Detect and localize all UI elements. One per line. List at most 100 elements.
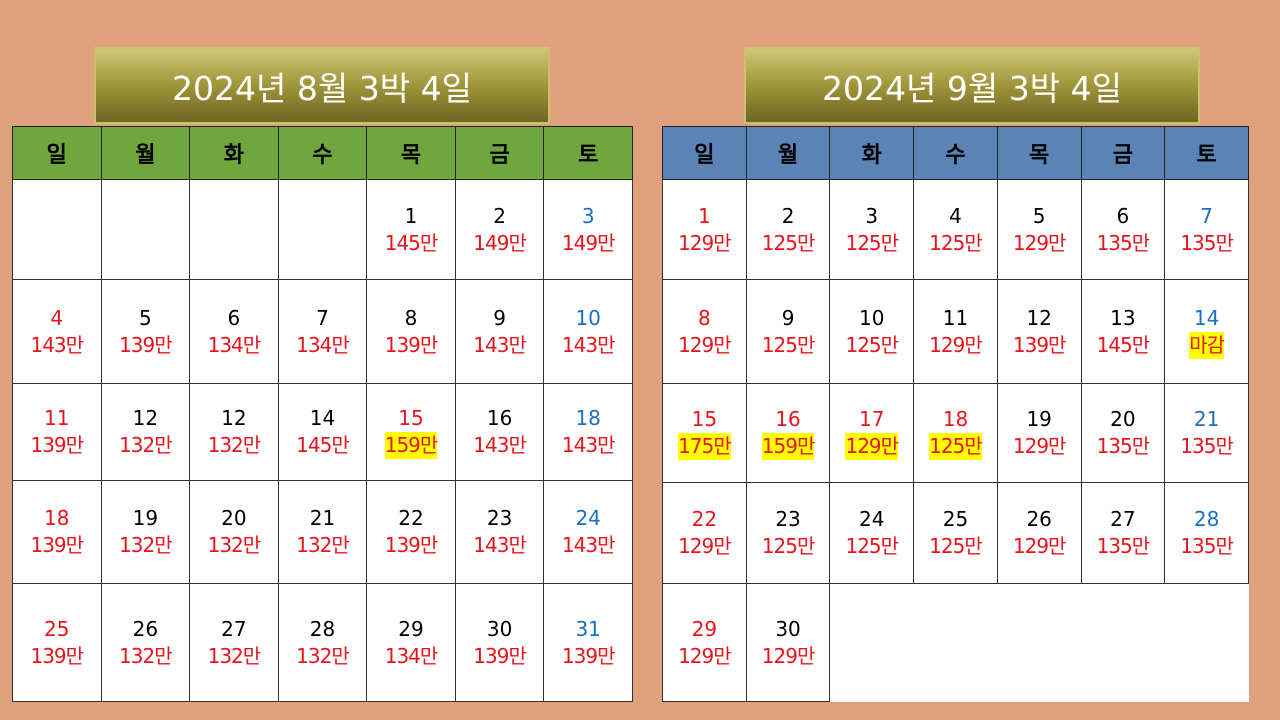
day-number: 2	[781, 203, 795, 228]
day-number: 18	[575, 406, 601, 430]
day-number: 19	[132, 506, 159, 530]
day-cell[interactable]: 16 143만	[454, 383, 545, 481]
price-label: 143만	[473, 433, 527, 457]
day-cell[interactable]: 4 143만	[12, 279, 102, 384]
day-cell[interactable]: 19 132만	[100, 480, 191, 584]
day-cell[interactable]: 14 145만	[277, 383, 368, 481]
day-cell[interactable]: 23 125만	[745, 482, 831, 584]
day-cell[interactable]: 30 129만	[745, 583, 831, 702]
day-cell[interactable]: 14 마감	[1164, 279, 1249, 384]
day-cell[interactable]: 4 125만	[913, 179, 998, 280]
day-cell[interactable]: 28 132만	[277, 583, 368, 702]
week-row: 1 129만 2 125만 3 125만 4 125만 5 129만 6 135만 7 135만	[662, 179, 1249, 280]
day-cell[interactable]: 31 139만	[543, 583, 633, 702]
day-cell[interactable]: 12 132만	[189, 383, 279, 481]
price-label: 125만	[929, 433, 983, 460]
weekday-header: 화	[829, 126, 915, 180]
day-cell[interactable]: 18 125만	[913, 383, 998, 483]
day-cell[interactable]: 10 143만	[543, 279, 633, 384]
day-number: 27	[221, 616, 247, 641]
day-cell[interactable]: 26 129만	[996, 482, 1082, 584]
day-cell[interactable]: 9 125만	[745, 279, 831, 384]
price-label: 129만	[678, 643, 732, 668]
price-label: 135만	[1180, 230, 1234, 255]
price-label: 129만	[678, 230, 732, 255]
day-cell[interactable]: 15 159만	[366, 383, 456, 481]
day-cell[interactable]: 22 129만	[662, 482, 747, 584]
day-cell[interactable]: 11 139만	[12, 383, 102, 481]
day-cell[interactable]: 15 175만	[662, 383, 747, 483]
day-cell[interactable]: 24 143만	[543, 480, 633, 584]
price-label: 145만	[296, 433, 350, 457]
price-label: 125만	[929, 534, 983, 558]
day-cell[interactable]: 8 139만	[366, 279, 456, 384]
weekday-header: 목	[996, 126, 1082, 180]
day-cell[interactable]: 9 143만	[454, 279, 545, 384]
day-cell[interactable]: 2 149만	[454, 179, 545, 280]
day-cell[interactable]: 22 139만	[366, 480, 456, 584]
day-cell[interactable]: 11 129만	[913, 279, 998, 384]
price-label: 135만	[1180, 534, 1234, 558]
day-cell[interactable]: 12 139만	[996, 279, 1082, 384]
day-cell[interactable]: 17 129만	[829, 383, 915, 483]
day-number: 18	[942, 407, 969, 431]
day-cell[interactable]: 23 143만	[454, 480, 545, 584]
day-number: 12	[132, 406, 159, 430]
empty-cell	[914, 584, 998, 702]
weekday-header: 일	[662, 126, 747, 180]
price-label: 125만	[845, 534, 899, 558]
day-number: 13	[1110, 305, 1136, 330]
day-number: 26	[132, 616, 159, 641]
price-label: 132만	[207, 643, 262, 668]
day-number: 10	[575, 305, 601, 330]
day-cell[interactable]: 16 159만	[745, 383, 831, 483]
price-label: 132만	[207, 433, 262, 457]
day-number: 29	[398, 616, 424, 641]
day-cell[interactable]: 18 143만	[543, 383, 633, 481]
day-cell[interactable]: 3 149만	[543, 179, 633, 280]
day-cell[interactable]: 29 129만	[662, 583, 747, 702]
day-number: 23	[775, 507, 801, 531]
day-cell[interactable]: 1 129만	[662, 179, 747, 280]
day-cell[interactable]: 10 125만	[829, 279, 915, 384]
day-cell[interactable]: 19 129만	[996, 383, 1082, 483]
day-cell[interactable]: 26 132만	[100, 583, 191, 702]
day-cell[interactable]: 24 125만	[829, 482, 915, 584]
day-number: 6	[227, 305, 241, 330]
empty-cell	[12, 179, 102, 280]
day-cell[interactable]: 21 135만	[1164, 383, 1249, 483]
day-cell[interactable]: 18 139만	[12, 480, 102, 584]
day-cell[interactable]: 20 135만	[1080, 383, 1166, 483]
day-cell[interactable]: 12 132만	[100, 383, 191, 481]
day-cell[interactable]: 20 132만	[189, 480, 279, 584]
day-cell[interactable]: 28 135만	[1164, 482, 1249, 584]
price-label: 139만	[30, 643, 84, 668]
day-cell[interactable]: 13 145만	[1080, 279, 1166, 384]
weekday-header: 일	[12, 126, 102, 180]
day-cell[interactable]: 29 134만	[366, 583, 456, 702]
day-cell[interactable]: 8 129만	[662, 279, 747, 384]
price-label: 135만	[1096, 534, 1151, 558]
day-cell[interactable]: 27 135만	[1080, 482, 1166, 584]
sold-out-label: 마감	[1189, 331, 1225, 359]
day-cell[interactable]: 7 134만	[277, 279, 368, 384]
day-number: 21	[1193, 407, 1220, 431]
day-cell[interactable]: 6 134만	[189, 279, 279, 384]
price-label: 139만	[473, 643, 527, 668]
price-label: 139만	[1012, 332, 1067, 357]
price-label: 129만	[929, 332, 983, 357]
day-cell[interactable]: 27 132만	[189, 583, 279, 702]
day-cell[interactable]: 5 139만	[100, 279, 191, 384]
price-label: 125만	[929, 230, 983, 255]
day-cell[interactable]: 1 145만	[366, 179, 456, 280]
day-cell[interactable]: 3 125만	[829, 179, 915, 280]
day-cell[interactable]: 21 132만	[277, 480, 368, 584]
day-cell[interactable]: 30 139만	[454, 583, 545, 702]
day-cell[interactable]: 25 139만	[12, 583, 102, 702]
day-cell[interactable]: 25 125만	[913, 482, 998, 584]
day-cell[interactable]: 5 129만	[996, 179, 1082, 280]
day-cell[interactable]: 6 135만	[1080, 179, 1166, 280]
day-cell[interactable]: 7 135만	[1164, 179, 1249, 280]
day-cell[interactable]: 2 125만	[745, 179, 831, 280]
day-number: 11	[942, 305, 969, 330]
